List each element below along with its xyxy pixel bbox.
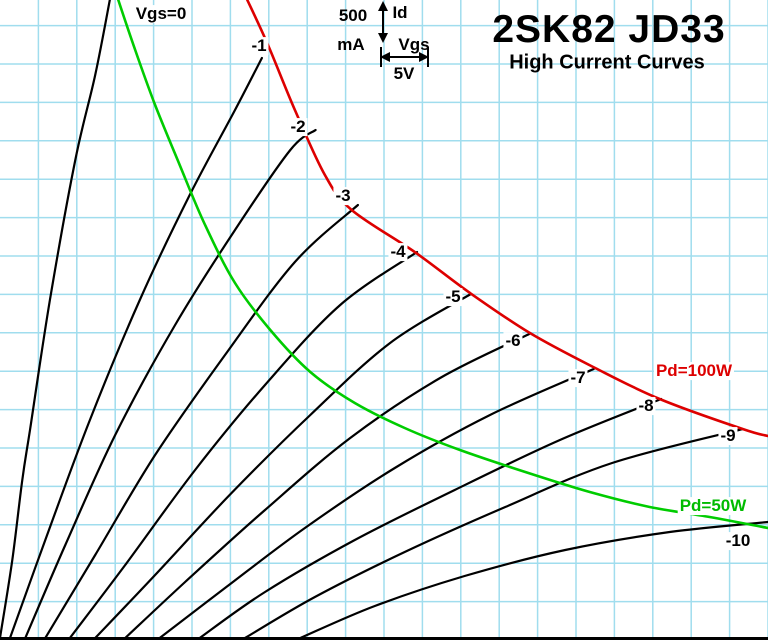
curve-vgs-7	[158, 367, 595, 640]
curve-vgs-9	[243, 427, 744, 640]
label-vgs-0: Vgs=0	[133, 4, 189, 24]
label-vgs-m10: -10	[723, 531, 753, 551]
id-axis-label: Id	[392, 3, 408, 22]
curve-pd-100w	[246, 0, 768, 438]
y-scale-value: 500	[338, 6, 368, 25]
chart-title: 2SK82 JD33	[492, 8, 726, 51]
vgs-scale-arrow	[380, 47, 429, 67]
label-vgs-m6: -6	[503, 331, 523, 351]
label-vgs-m1: -1	[249, 36, 269, 56]
curve-vgs-0	[0, 0, 111, 640]
label-vgs-m5: -5	[443, 287, 463, 307]
curve-vgs-4	[68, 250, 419, 640]
curve-vgs-8	[198, 397, 663, 640]
curve-pd-50w	[117, 0, 768, 530]
curve-vgs-5	[94, 292, 472, 640]
chart-subtitle: High Current Curves	[509, 51, 705, 74]
label-pd-100w: Pd=100W	[653, 361, 735, 381]
id-scale-arrow	[378, 1, 388, 43]
label-vgs-m2: -2	[288, 117, 308, 137]
curve-vgs-6	[124, 332, 531, 640]
curve-vgs-1	[8, 56, 263, 640]
curve-vgs-2	[24, 128, 317, 640]
vgs-axis-label: Vgs	[398, 35, 430, 54]
label-vgs-m9: -9	[718, 426, 738, 446]
label-pd-50w: Pd=50W	[677, 496, 749, 516]
label-vgs-m3: -3	[333, 186, 353, 206]
curve-vgs-10	[299, 520, 768, 640]
label-vgs-m7: -7	[568, 368, 588, 388]
y-scale-unit: mA	[337, 35, 365, 54]
curve-vgs-3	[44, 203, 359, 640]
x-scale-value: 5V	[393, 64, 415, 83]
label-vgs-m8: -8	[636, 396, 656, 416]
label-vgs-m4: -4	[388, 242, 408, 262]
